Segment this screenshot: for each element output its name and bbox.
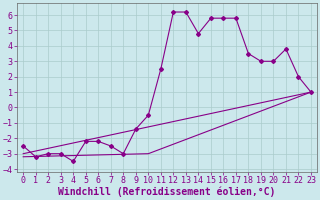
X-axis label: Windchill (Refroidissement éolien,°C): Windchill (Refroidissement éolien,°C) <box>58 187 276 197</box>
